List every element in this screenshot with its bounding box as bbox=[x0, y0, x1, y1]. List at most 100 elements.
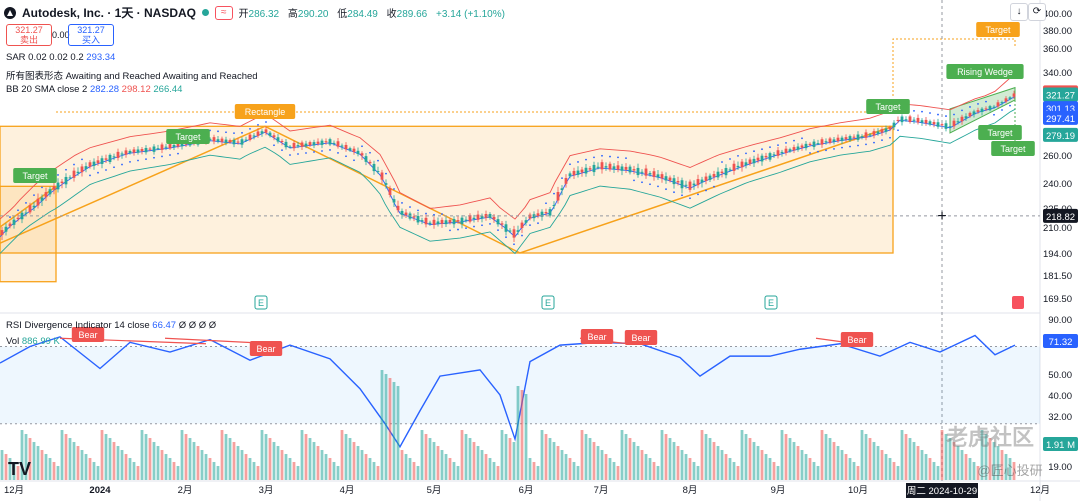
volume-bar bbox=[1000, 450, 1004, 480]
rectangle-label-bg bbox=[234, 104, 296, 119]
bear-label: Bear bbox=[631, 333, 650, 343]
volume-bar bbox=[240, 450, 244, 480]
candle-body bbox=[756, 157, 760, 161]
candle-body bbox=[968, 112, 972, 117]
candle-body bbox=[1012, 93, 1016, 97]
volume-bar bbox=[668, 438, 672, 480]
candle-body bbox=[280, 140, 284, 143]
volume-bar bbox=[536, 466, 540, 480]
candle-body bbox=[392, 199, 396, 203]
rsi-legend[interactable]: RSI Divergence Indicator 14 close 66.47 … bbox=[6, 320, 217, 331]
volume-bar bbox=[928, 458, 932, 480]
volume-bar bbox=[116, 446, 120, 480]
target-label: Target bbox=[987, 128, 1013, 138]
volume-bar bbox=[608, 458, 612, 480]
sar-dot bbox=[913, 109, 915, 112]
volume-bar bbox=[388, 378, 392, 480]
sar-dot bbox=[753, 150, 755, 153]
volume-bar bbox=[908, 438, 912, 480]
candle-body bbox=[696, 179, 700, 186]
candle-body bbox=[464, 219, 468, 221]
volume-bar bbox=[828, 438, 832, 480]
sar-dot bbox=[169, 154, 171, 156]
patterns-legend[interactable]: 所有图表形态 Awaiting and Reached Awaiting and… bbox=[6, 71, 258, 82]
refresh-icon[interactable]: ⟳ bbox=[1028, 3, 1046, 21]
volume-bar bbox=[720, 450, 724, 480]
sar-dot bbox=[409, 206, 411, 208]
candle-body bbox=[720, 171, 724, 174]
candle-body bbox=[308, 142, 312, 146]
vol-legend[interactable]: Vol 886.99 K bbox=[6, 336, 60, 347]
volume-bar bbox=[568, 458, 572, 480]
candle-body bbox=[600, 162, 604, 170]
volume-bar bbox=[476, 446, 480, 480]
volume-bar bbox=[396, 386, 400, 480]
volume-bar bbox=[296, 466, 300, 480]
volume-bar bbox=[972, 462, 976, 480]
candle-body bbox=[940, 124, 944, 126]
volume-bar bbox=[604, 454, 608, 480]
candle-body bbox=[56, 182, 60, 190]
volume-bar bbox=[696, 466, 700, 480]
candle-body bbox=[324, 141, 328, 143]
candle-body bbox=[388, 188, 392, 195]
sar-dot bbox=[1009, 104, 1011, 107]
time-axis-label: 7月 bbox=[594, 485, 609, 496]
volume-bar bbox=[424, 434, 428, 480]
time-axis-label: 3月 bbox=[259, 485, 274, 496]
sar-dot bbox=[97, 171, 99, 174]
sell-button[interactable]: 321.27 卖出 bbox=[6, 24, 52, 46]
bb-legend[interactable]: BB 20 SMA close 2 282.28 298.12 266.44 bbox=[6, 84, 183, 95]
flag-badge[interactable]: ≈ bbox=[215, 5, 233, 20]
candle-body bbox=[952, 120, 956, 127]
volume-bar bbox=[1004, 454, 1008, 480]
volume-bar bbox=[220, 430, 224, 480]
bear-label-bg bbox=[840, 332, 874, 347]
candle-body bbox=[896, 119, 900, 122]
volume-bar bbox=[468, 438, 472, 480]
candle-body bbox=[800, 145, 804, 148]
candle-body bbox=[312, 142, 316, 146]
candle-body bbox=[352, 148, 356, 152]
sar-dot bbox=[849, 145, 851, 148]
candle-body bbox=[288, 146, 292, 148]
volume-bar bbox=[812, 462, 816, 480]
candle-body bbox=[364, 156, 368, 162]
volume-bar bbox=[708, 438, 712, 480]
candle-body bbox=[724, 168, 728, 176]
candle-body bbox=[488, 214, 492, 218]
volume-bar bbox=[716, 446, 720, 480]
volume-bar bbox=[660, 430, 664, 480]
candle-body bbox=[76, 171, 80, 174]
volume-bar bbox=[760, 450, 764, 480]
candle-body bbox=[1000, 102, 1004, 104]
bear-label: Bear bbox=[78, 330, 97, 340]
candle-body bbox=[440, 219, 444, 224]
vol-tag bbox=[1043, 437, 1078, 451]
buy-button[interactable]: 321.27 买入 bbox=[68, 24, 114, 46]
candle-body bbox=[28, 205, 32, 213]
sar-dot bbox=[593, 156, 595, 159]
candle-body bbox=[396, 205, 400, 211]
download-arrow-icon[interactable]: ↓ bbox=[1010, 3, 1028, 21]
volume-bar bbox=[572, 462, 576, 480]
rectangle-label: Rectangle bbox=[245, 107, 286, 117]
price-axis-label: 240.00 bbox=[1043, 179, 1072, 190]
candle-body bbox=[580, 169, 584, 173]
sar-dot bbox=[785, 142, 787, 144]
candle-body bbox=[144, 147, 148, 153]
candle-body bbox=[368, 161, 372, 164]
volume-bar bbox=[56, 466, 60, 480]
price-axis-label: 169.50 bbox=[1043, 294, 1072, 305]
candle-body bbox=[620, 166, 624, 171]
sar-dot bbox=[721, 161, 723, 163]
volume-bar bbox=[732, 462, 736, 480]
volume-bar bbox=[288, 458, 292, 480]
sar-dot bbox=[649, 183, 651, 186]
sar-dot bbox=[105, 169, 107, 171]
candle-body bbox=[732, 163, 736, 171]
sar-legend[interactable]: SAR 0.02 0.02 0.2 293.34 bbox=[6, 52, 116, 63]
volume-bar bbox=[432, 442, 436, 480]
symbol-title[interactable]: Autodesk, Inc. · 1天 · NASDAQ bbox=[22, 6, 197, 20]
